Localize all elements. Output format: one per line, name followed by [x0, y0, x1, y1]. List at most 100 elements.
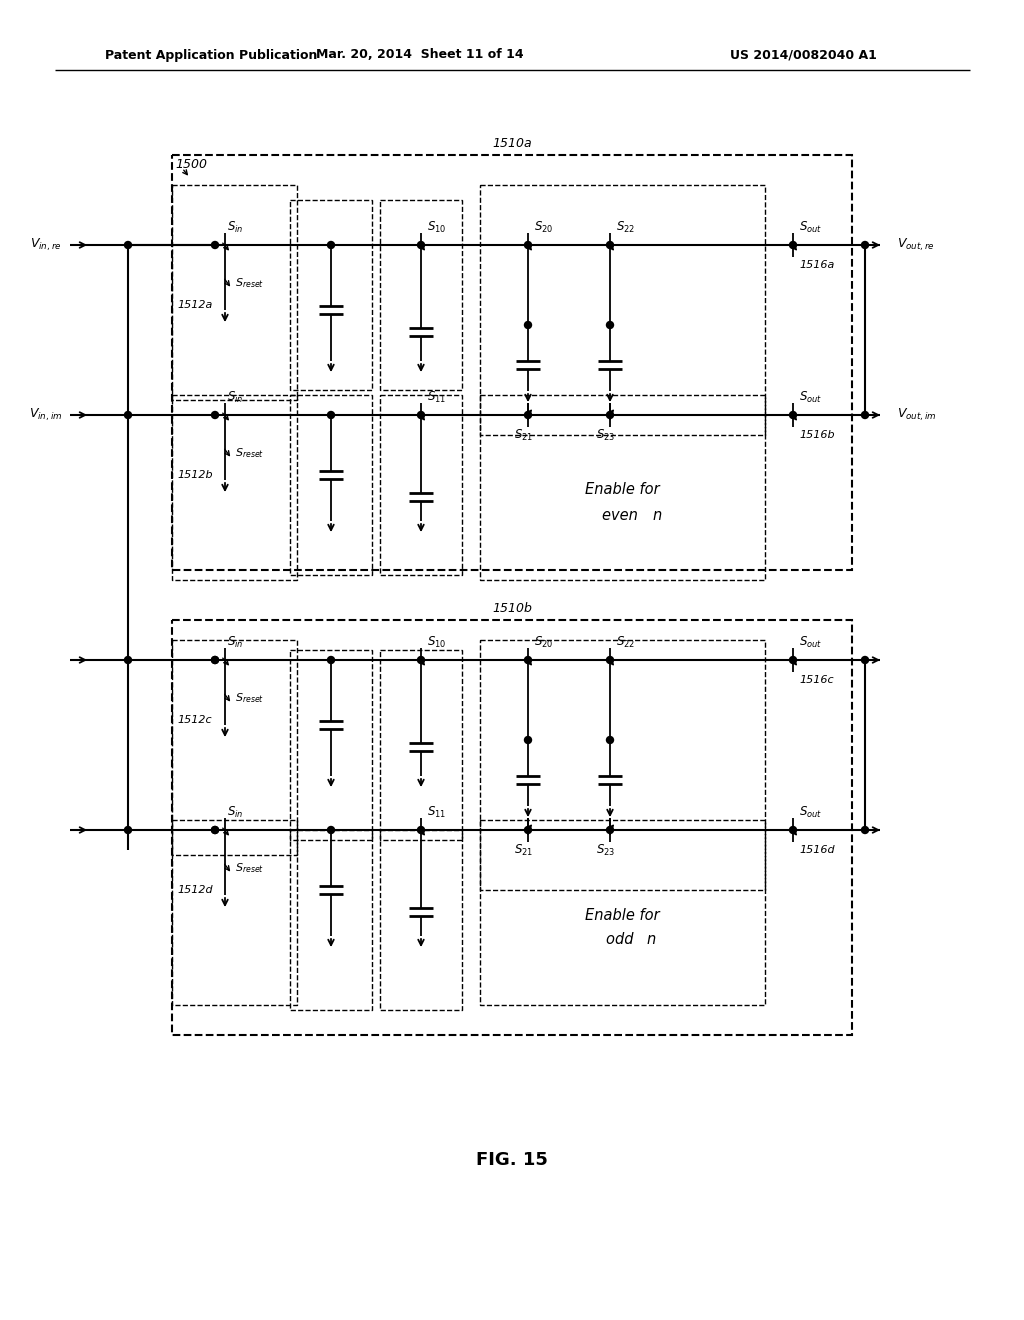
Text: $S_{out}$: $S_{out}$	[799, 804, 822, 820]
Circle shape	[606, 242, 613, 248]
Circle shape	[861, 242, 868, 248]
Text: odd: odd	[606, 932, 638, 948]
Text: $S_{21}$: $S_{21}$	[514, 842, 534, 858]
Circle shape	[524, 656, 531, 664]
Circle shape	[524, 412, 531, 418]
Text: even: even	[602, 507, 642, 523]
Circle shape	[125, 656, 131, 664]
Circle shape	[212, 826, 218, 833]
Text: $S_{11}$: $S_{11}$	[427, 389, 446, 404]
Text: $S_{20}$: $S_{20}$	[534, 635, 553, 649]
Text: $S_{11}$: $S_{11}$	[427, 804, 446, 820]
Text: 1516a: 1516a	[799, 260, 835, 271]
Bar	[480, 640, 765, 890]
Circle shape	[524, 737, 531, 743]
Circle shape	[328, 412, 335, 418]
Circle shape	[125, 242, 131, 248]
Text: $S_{20}$: $S_{20}$	[534, 219, 553, 235]
Circle shape	[606, 412, 613, 418]
Circle shape	[861, 412, 868, 418]
Text: $S_{23}$: $S_{23}$	[596, 428, 615, 442]
Text: Mar. 20, 2014  Sheet 11 of 14: Mar. 20, 2014 Sheet 11 of 14	[316, 49, 524, 62]
Bar	[480, 395, 765, 579]
Text: $S_{reset}$: $S_{reset}$	[234, 446, 264, 459]
Circle shape	[524, 322, 531, 329]
Bar	[290, 830, 372, 1010]
Text: 1512c: 1512c	[177, 715, 212, 725]
Circle shape	[790, 826, 797, 833]
Circle shape	[212, 656, 218, 664]
Circle shape	[418, 656, 425, 664]
Bar	[172, 185, 297, 400]
Text: $S_{in}$: $S_{in}$	[227, 804, 244, 820]
Bar	[380, 395, 462, 576]
Bar	[172, 395, 297, 579]
Text: $V_{in,re}$: $V_{in,re}$	[31, 236, 62, 253]
Text: $S_{reset}$: $S_{reset}$	[234, 276, 264, 290]
Text: 1512a: 1512a	[177, 300, 212, 310]
Bar	[480, 820, 765, 1005]
Circle shape	[790, 656, 797, 664]
Text: 1512b: 1512b	[177, 470, 213, 480]
Text: $S_{10}$: $S_{10}$	[427, 219, 446, 235]
Text: $S_{21}$: $S_{21}$	[514, 428, 534, 442]
Text: $S_{22}$: $S_{22}$	[616, 635, 635, 649]
Circle shape	[524, 242, 531, 248]
Text: 1510a: 1510a	[493, 137, 531, 150]
Circle shape	[418, 826, 425, 833]
Circle shape	[212, 412, 218, 418]
Circle shape	[606, 656, 613, 664]
Bar	[380, 830, 462, 1010]
Circle shape	[212, 826, 218, 833]
Circle shape	[328, 656, 335, 664]
Text: $n$: $n$	[652, 507, 663, 523]
Text: 1516c: 1516c	[799, 675, 834, 685]
Text: $S_{10}$: $S_{10}$	[427, 635, 446, 649]
Circle shape	[328, 826, 335, 833]
Text: Enable for: Enable for	[585, 483, 659, 498]
Text: 1500: 1500	[175, 158, 207, 172]
Text: Patent Application Publication: Patent Application Publication	[105, 49, 317, 62]
Circle shape	[212, 242, 218, 248]
Text: $S_{in}$: $S_{in}$	[227, 219, 244, 235]
Circle shape	[125, 826, 131, 833]
Text: 1510b: 1510b	[493, 602, 531, 615]
Bar	[172, 620, 852, 1035]
Text: $S_{out}$: $S_{out}$	[799, 219, 822, 235]
Text: $S_{out}$: $S_{out}$	[799, 635, 822, 649]
Text: 1512d: 1512d	[177, 884, 213, 895]
Text: $V_{out,im}$: $V_{out,im}$	[897, 407, 937, 424]
Circle shape	[861, 656, 868, 664]
Circle shape	[606, 322, 613, 329]
Text: $V_{in,im}$: $V_{in,im}$	[29, 407, 62, 424]
Text: $S_{in}$: $S_{in}$	[227, 389, 244, 404]
Bar	[290, 649, 372, 840]
Text: $S_{in}$: $S_{in}$	[227, 635, 244, 649]
Bar	[380, 201, 462, 389]
Circle shape	[790, 412, 797, 418]
Text: 1516d: 1516d	[799, 845, 835, 855]
Bar	[172, 154, 852, 570]
Circle shape	[606, 737, 613, 743]
Text: $S_{out}$: $S_{out}$	[799, 389, 822, 404]
Text: Enable for: Enable for	[585, 908, 659, 923]
Circle shape	[418, 412, 425, 418]
Text: $S_{23}$: $S_{23}$	[596, 842, 615, 858]
Circle shape	[125, 412, 131, 418]
Circle shape	[212, 656, 218, 664]
Circle shape	[790, 242, 797, 248]
Text: 1516b: 1516b	[799, 430, 835, 440]
Circle shape	[328, 242, 335, 248]
Bar	[290, 201, 372, 389]
Bar	[480, 185, 765, 436]
Bar	[172, 640, 297, 855]
Text: $S_{reset}$: $S_{reset}$	[234, 861, 264, 875]
Circle shape	[606, 826, 613, 833]
Text: $V_{out,re}$: $V_{out,re}$	[897, 236, 935, 253]
Bar	[290, 395, 372, 576]
Text: US 2014/0082040 A1: US 2014/0082040 A1	[730, 49, 877, 62]
Text: $S_{22}$: $S_{22}$	[616, 219, 635, 235]
Circle shape	[861, 826, 868, 833]
Text: $S_{reset}$: $S_{reset}$	[234, 692, 264, 705]
Bar	[172, 820, 297, 1005]
